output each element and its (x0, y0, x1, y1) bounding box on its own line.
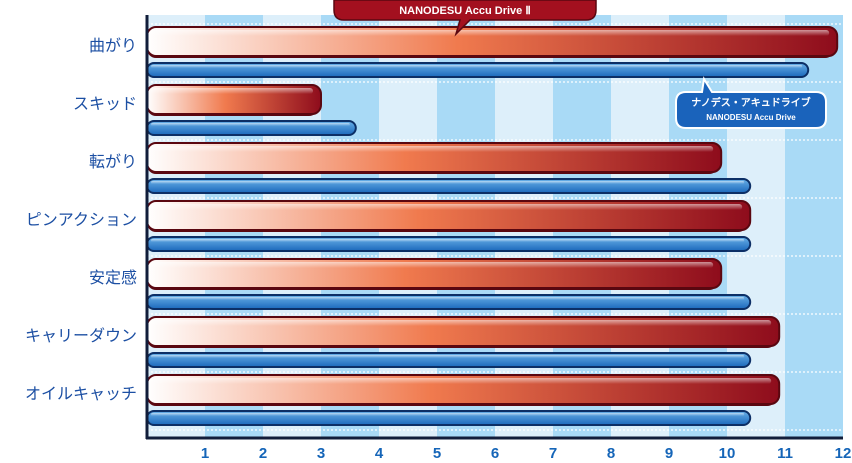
bar-highlight (151, 30, 830, 36)
x-tick-label: 6 (491, 445, 499, 462)
x-tick-label: 9 (665, 445, 673, 462)
x-tick-label: 11 (777, 445, 793, 462)
category-label: ピンアクション (26, 210, 137, 229)
legend-callout-series-2: ナノデス・アキュドライブ NANODESU Accu Drive (675, 76, 827, 129)
category-label: スキッド (73, 94, 137, 113)
legend-series-2-label: ナノデス・アキュドライブ (691, 96, 811, 109)
x-tick-label: 5 (433, 445, 441, 462)
bar-highlight (151, 320, 772, 326)
x-tick-label: 1 (201, 445, 209, 462)
bar-highlight (151, 65, 803, 68)
row-separators (147, 23, 843, 431)
bar-highlight (151, 355, 745, 358)
category-label: 曲がり (89, 36, 137, 55)
x-tick-label: 3 (317, 445, 325, 462)
bar-highlight (151, 378, 772, 384)
bars (146, 26, 839, 426)
bar-highlight (151, 262, 714, 268)
category-label: 安定感 (89, 268, 137, 287)
bar-highlight (151, 204, 743, 210)
category-label: キャリーダウン (25, 326, 137, 345)
axes (145, 15, 843, 440)
x-tick-label: 8 (607, 445, 615, 462)
bar-highlight (151, 413, 745, 416)
legend-callout-series-1: NANODESU Accu Drive Ⅱ (333, 0, 597, 37)
bar-highlight (151, 88, 313, 94)
bar-highlight (151, 181, 745, 184)
x-tick-labels: 1 2 3 4 5 6 7 8 9 10 11 12 (201, 445, 852, 462)
x-tick-label: 4 (375, 445, 384, 462)
x-tick-label: 12 (835, 445, 852, 462)
bar-highlight (151, 297, 745, 300)
bar-highlight (151, 123, 350, 126)
category-label: オイルキャッチ (25, 384, 137, 403)
category-label: 転がり (89, 152, 137, 171)
bar-highlight (151, 146, 714, 152)
grid-band (785, 15, 843, 438)
legend-series-2-sublabel: NANODESU Accu Drive (706, 113, 796, 122)
x-tick-label: 2 (259, 445, 267, 462)
x-tick-label: 10 (719, 445, 736, 462)
x-tick-label: 7 (549, 445, 557, 462)
bar-highlight (151, 239, 745, 242)
legend-series-1-label: NANODESU Accu Drive Ⅱ (399, 5, 531, 17)
